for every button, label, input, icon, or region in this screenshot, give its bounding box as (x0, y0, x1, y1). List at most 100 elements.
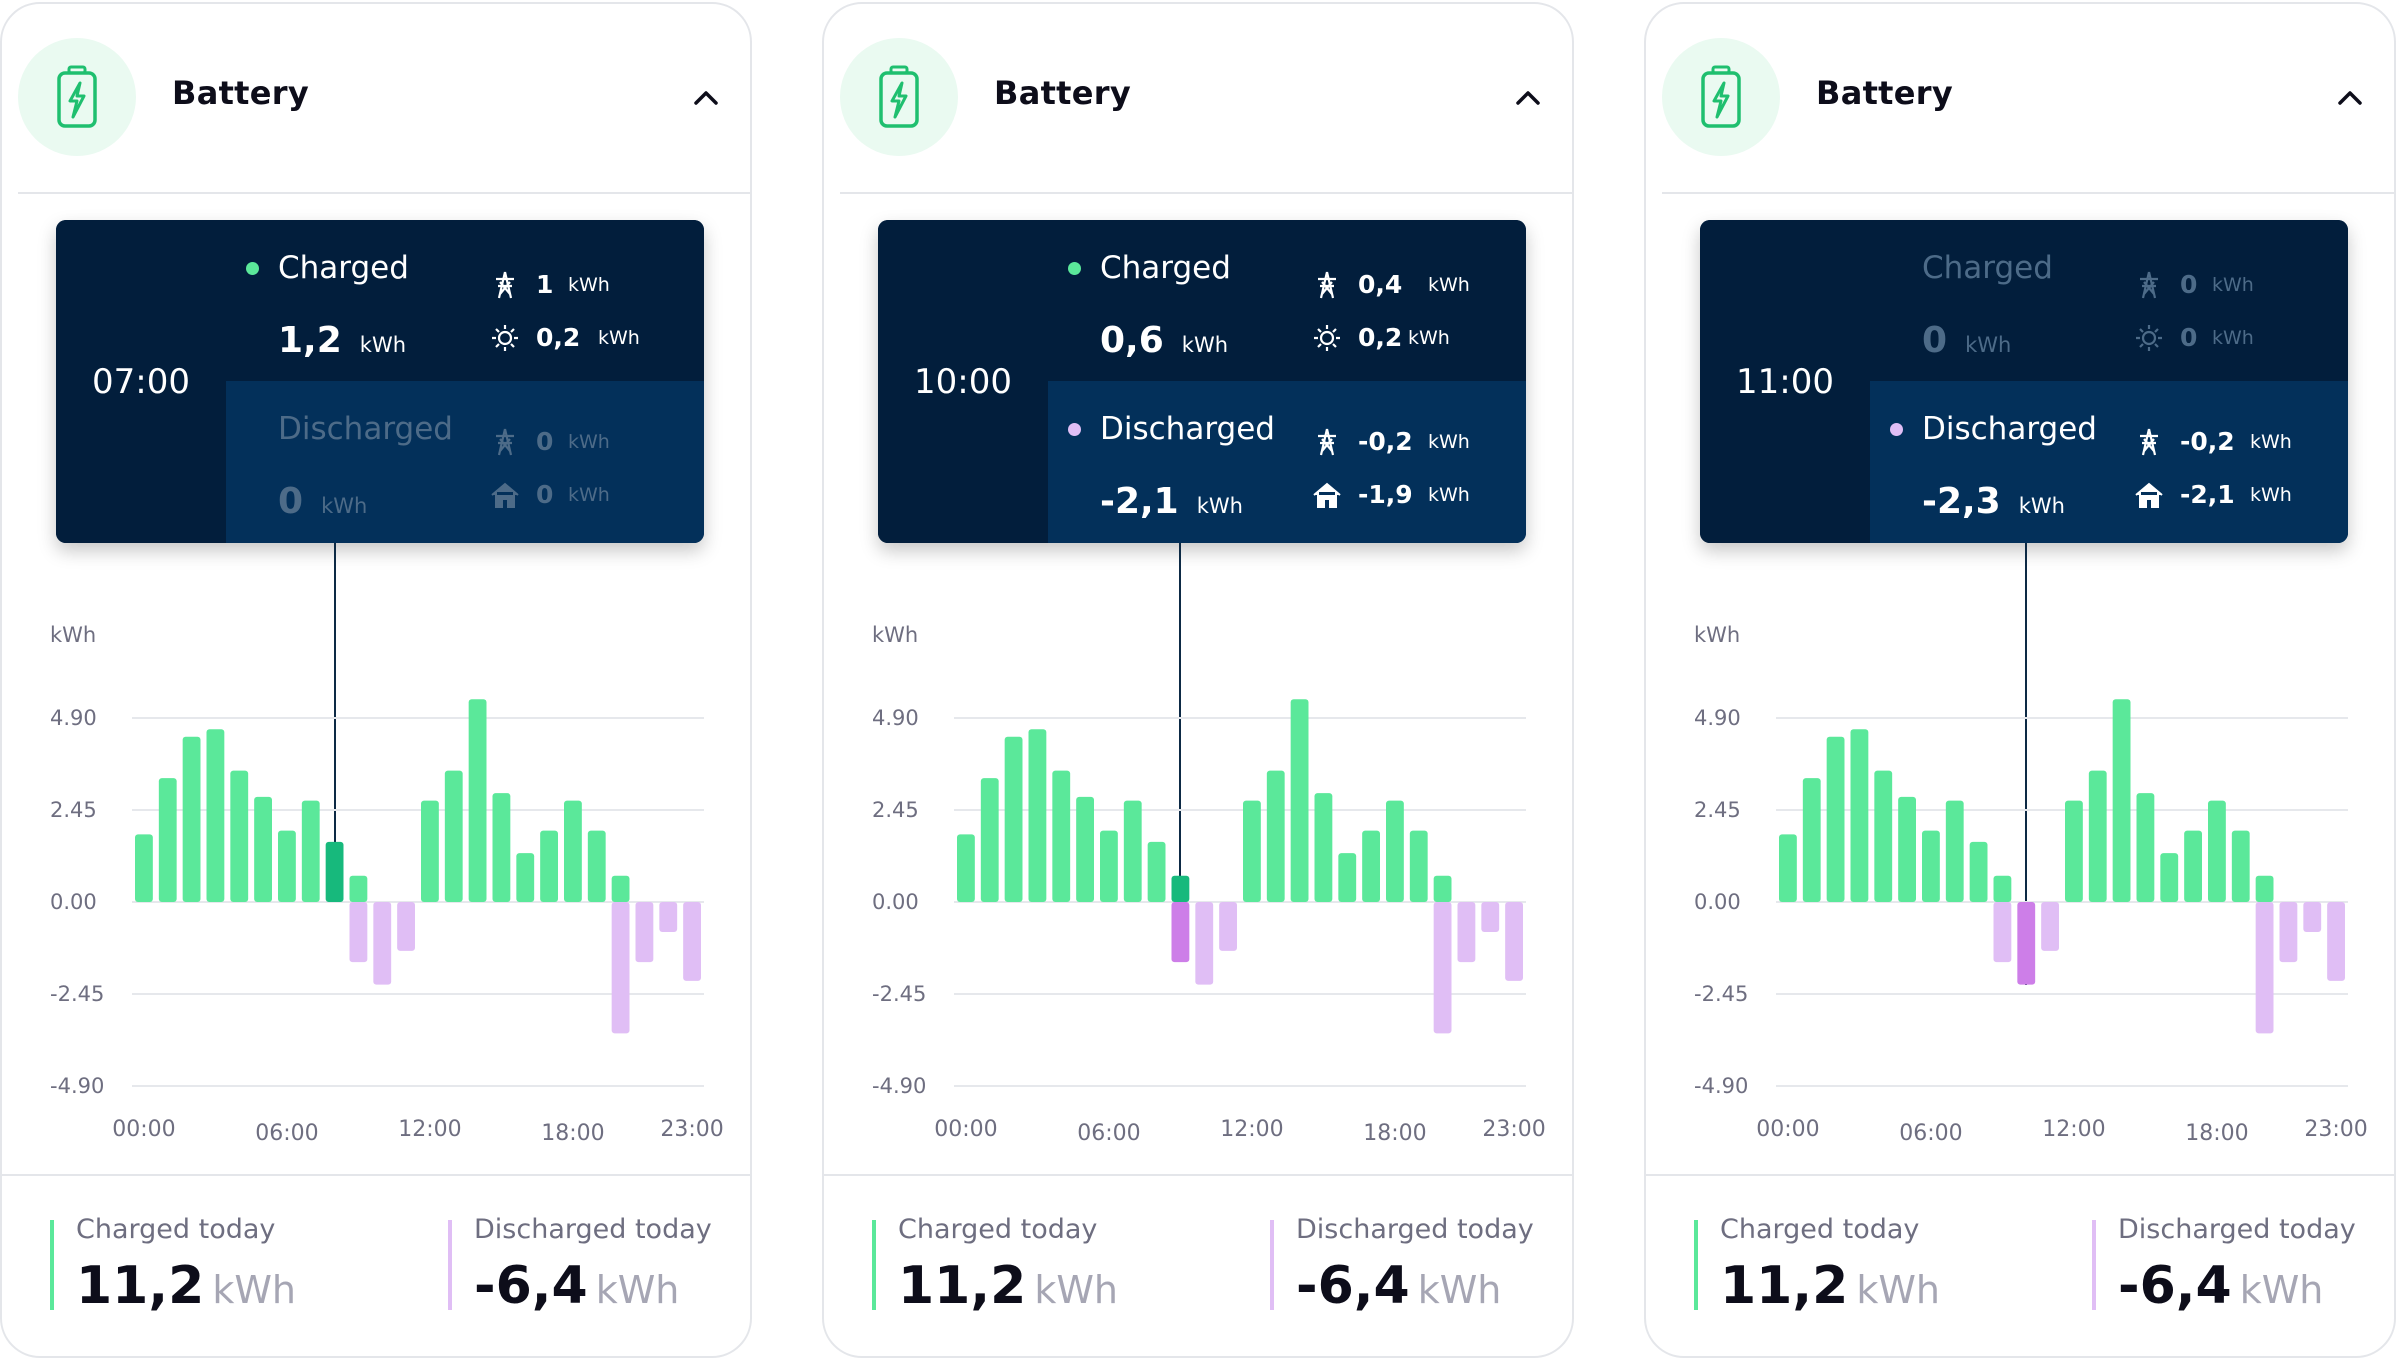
tooltip-charged-row: Charged 0,6 kWh 0,4 kWh 0,2 kWh (1048, 220, 1526, 381)
power-pylon-icon (2140, 428, 2158, 456)
charge-bar (1945, 800, 1964, 902)
header-divider (1662, 192, 2394, 194)
y-tick-label: 2.45 (872, 798, 919, 822)
charge-bar (230, 770, 249, 902)
charged-today-label: Charged today (76, 1214, 276, 1245)
card-header[interactable]: Battery (2, 4, 750, 192)
discharge-bar (2041, 902, 2059, 951)
charge-bar (1779, 834, 1797, 902)
chart-tooltip: 10:00 Charged 0,6 kWh 0,4 kWh 0,2 kWh Dis… (878, 220, 1526, 543)
discharged-today-label: Discharged today (1296, 1214, 1534, 1245)
battery-icon-badge (1662, 38, 1780, 156)
y-tick-label: 2.45 (50, 798, 97, 822)
battery-bar-chart[interactable]: kWh 4.90 2.45 0.00 -2.45 -4.90 00:00 06:00 12:00… (1646, 564, 2396, 1164)
chevron-up-icon[interactable] (692, 86, 720, 108)
house-icon (491, 482, 519, 508)
sun-icon (2136, 325, 2162, 351)
discharged-today-value: -6,4 kWh (2118, 1256, 2324, 1316)
x-tick-label: 23:00 (1482, 1117, 1545, 1142)
charge-bar (301, 800, 320, 902)
battery-charging-icon (1701, 65, 1741, 128)
y-tick-label: -2.45 (872, 982, 926, 1006)
tooltip-discharged-label: Discharged (1922, 411, 2097, 447)
charge-bar (1922, 830, 1940, 902)
charge-bar (349, 875, 368, 902)
tooltip-discharged-label: Discharged (1100, 411, 1275, 447)
y-axis-unit-label: kWh (50, 623, 96, 647)
charge-bar (2088, 770, 2107, 902)
y-tick-label: 0.00 (872, 890, 919, 914)
y-tick-label: 4.90 (50, 706, 97, 730)
x-tick-label: 12:00 (398, 1117, 461, 1142)
discharge-bar (611, 902, 630, 1034)
x-tick-label: 23:00 (2304, 1117, 2367, 1142)
tooltip-time: 10:00 (878, 220, 1048, 543)
footer-divider (824, 1174, 1572, 1176)
charge-bar (182, 736, 201, 902)
charge-bar (611, 875, 630, 902)
discharge-bar (397, 902, 415, 951)
power-pylon-icon (2140, 271, 2158, 299)
tooltip-charged-label: Charged (278, 250, 409, 286)
tooltip-discharged-row: Discharged 0 kWh 0 kWh 0 kWh (226, 381, 704, 543)
house-icon (2135, 482, 2163, 508)
charge-bar (278, 830, 296, 902)
x-tick-label: 18:00 (1363, 1121, 1426, 1146)
discharged-accent-bar (448, 1220, 452, 1310)
charge-bar (587, 830, 606, 902)
chart-tooltip: 11:00 Charged 0 kWh 0 kWh 0 kWh Discharge… (1700, 220, 2348, 543)
charge-bar (564, 800, 582, 902)
power-pylon-icon (496, 428, 514, 456)
discharge-bar (659, 902, 678, 933)
x-tick-label: 00:00 (1756, 1117, 1819, 1142)
discharge-bar (1433, 902, 1452, 1034)
discharge-bar (1171, 902, 1190, 963)
charge-bar (421, 800, 439, 902)
card-title: Battery (1816, 74, 1954, 112)
charge-bar (2065, 800, 2083, 902)
y-tick-label: 0.00 (1694, 890, 1741, 914)
charge-bar (1898, 796, 1916, 902)
tooltip-discharged-label: Discharged (278, 411, 453, 447)
battery-bar-chart[interactable]: kWh 4.90 2.45 0.00 -2.45 -4.90 00:00 06:00 12:00… (2, 564, 752, 1164)
charge-bar (1004, 736, 1023, 902)
y-tick-label: -4.90 (1694, 1074, 1748, 1098)
x-tick-label: 18:00 (541, 1121, 604, 1146)
battery-charging-icon (57, 65, 97, 128)
discharge-bar (683, 902, 701, 981)
tooltip-charged-value: 1,2 kWh (278, 320, 407, 361)
power-pylon-icon (496, 271, 514, 299)
chevron-up-icon[interactable] (2336, 86, 2364, 108)
charge-bar (2231, 830, 2250, 902)
charge-bar (1314, 793, 1333, 902)
x-tick-label: 06:00 (1077, 1121, 1140, 1146)
sun-icon (492, 325, 518, 351)
discharge-bar (2303, 902, 2322, 933)
tooltip-charged-value: 0 kWh (1922, 320, 2012, 361)
tooltip-time: 11:00 (1700, 220, 1870, 543)
discharge-bar (1219, 902, 1237, 951)
card-header[interactable]: Battery (824, 4, 1572, 192)
charge-bar (2208, 800, 2226, 902)
power-pylon-icon (1318, 271, 1336, 299)
charge-bar (1386, 800, 1404, 902)
charge-bar (1243, 800, 1261, 902)
power-pylon-icon (1318, 428, 1336, 456)
charge-bar (2112, 699, 2131, 902)
footer-divider (2, 1174, 750, 1176)
x-tick-label: 18:00 (2185, 1121, 2248, 1146)
x-tick-label: 12:00 (1220, 1117, 1283, 1142)
card-header[interactable]: Battery (1646, 4, 2394, 192)
discharge-bar (635, 902, 654, 963)
charge-bar (492, 793, 511, 902)
battery-bar-chart[interactable]: kWh 4.90 2.45 0.00 -2.45 -4.90 00:00 06:00 12:00… (824, 564, 1574, 1164)
sun-icon (1314, 325, 1340, 351)
charge-bar (1993, 875, 2012, 902)
tooltip-discharged-row: Discharged -2,3 kWh -0,2 kWh -2,1 kWh (1870, 381, 2348, 543)
battery-card: Battery 11:00 Charged 0 kWh 0 kWh 0 kWh D… (1644, 2, 2396, 1358)
chevron-up-icon[interactable] (1514, 86, 1542, 108)
x-tick-label: 00:00 (934, 1117, 997, 1142)
y-tick-label: -2.45 (1694, 982, 1748, 1006)
y-axis-unit-label: kWh (872, 623, 918, 647)
discharge-bar (2327, 902, 2345, 981)
